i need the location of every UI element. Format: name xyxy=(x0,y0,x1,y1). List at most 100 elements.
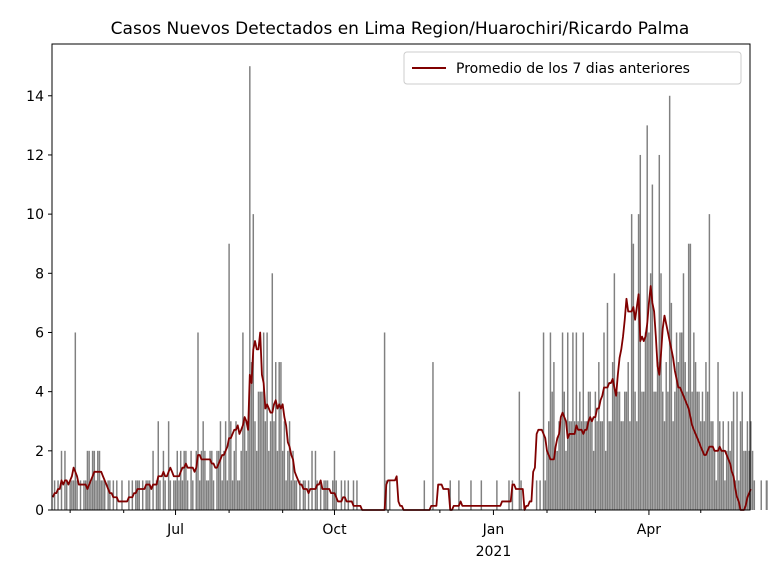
bar xyxy=(83,480,85,510)
bar xyxy=(573,421,576,510)
bar xyxy=(594,391,597,510)
x-tick-year-label: 2021 xyxy=(476,544,512,560)
bar xyxy=(135,480,137,510)
bar xyxy=(290,480,293,510)
bar xyxy=(580,421,583,510)
bar xyxy=(273,421,275,510)
bar xyxy=(750,421,752,510)
bar xyxy=(760,480,762,510)
bar xyxy=(216,450,218,510)
bar xyxy=(611,362,614,510)
bar xyxy=(625,391,628,510)
bar xyxy=(311,450,313,510)
bar xyxy=(658,154,661,510)
y-axis: 0 2 4 6 8 10 12 14 xyxy=(26,89,52,519)
bar xyxy=(719,421,721,510)
bar xyxy=(432,362,434,510)
bar xyxy=(71,480,73,510)
bar xyxy=(383,332,386,510)
bar xyxy=(712,421,714,510)
bar xyxy=(238,480,241,510)
bar xyxy=(268,450,270,510)
bar xyxy=(644,332,647,510)
bar xyxy=(304,480,306,510)
bar xyxy=(186,480,189,510)
bar xyxy=(722,421,724,510)
bar xyxy=(247,421,249,510)
bar xyxy=(281,450,284,510)
bar xyxy=(634,391,636,510)
bar xyxy=(141,480,144,510)
bar xyxy=(587,391,590,510)
bar xyxy=(715,480,718,510)
bar xyxy=(679,332,681,510)
bar xyxy=(295,480,298,510)
bar xyxy=(316,480,318,510)
bar xyxy=(551,391,553,510)
bar xyxy=(230,421,232,510)
bar xyxy=(223,450,225,510)
bar xyxy=(511,480,514,510)
bar xyxy=(708,214,711,510)
bar xyxy=(629,421,631,510)
bar xyxy=(72,480,75,510)
bar xyxy=(542,332,545,510)
bar xyxy=(209,450,211,510)
bar xyxy=(164,480,166,510)
legend: Promedio de los 7 dias anteriores xyxy=(403,51,742,85)
bar xyxy=(717,362,719,510)
bar xyxy=(724,480,726,510)
bar xyxy=(743,450,745,510)
bar xyxy=(389,480,391,510)
x-tick-label: Jan xyxy=(482,522,505,538)
bar xyxy=(568,421,571,510)
bar xyxy=(624,391,626,510)
bar xyxy=(546,450,548,510)
bar xyxy=(299,480,301,510)
bar xyxy=(544,480,546,510)
bar xyxy=(278,362,280,510)
legend-label: Promedio de los 7 dias anteriores xyxy=(456,61,690,77)
bar xyxy=(566,332,569,510)
bar xyxy=(235,421,237,510)
moving-average-line-group xyxy=(52,285,752,511)
bar xyxy=(632,243,635,510)
bar xyxy=(69,480,71,510)
bar xyxy=(670,302,673,510)
bar xyxy=(591,421,593,510)
bar xyxy=(264,421,267,510)
bar xyxy=(185,450,187,510)
bar xyxy=(217,450,220,510)
bar xyxy=(200,450,203,510)
bar xyxy=(636,421,638,510)
bar xyxy=(240,450,242,510)
bar xyxy=(76,480,78,510)
bar xyxy=(608,421,610,510)
bar xyxy=(667,391,669,510)
x-axis: Jul Oct Jan 2021 Apr xyxy=(69,510,702,560)
bar xyxy=(102,480,104,510)
bar xyxy=(739,421,742,510)
bar xyxy=(727,421,730,510)
bar xyxy=(729,450,731,510)
bar xyxy=(155,480,158,510)
bar xyxy=(249,66,251,510)
bar xyxy=(741,391,743,510)
bar xyxy=(599,421,602,510)
bar xyxy=(620,421,623,510)
bar xyxy=(162,450,165,510)
bar xyxy=(245,450,248,510)
bar xyxy=(561,332,564,510)
bar xyxy=(91,450,94,510)
bar xyxy=(603,332,605,510)
bar xyxy=(630,214,633,510)
bar xyxy=(674,391,676,510)
plot-area xyxy=(52,66,768,511)
bar xyxy=(202,421,204,510)
bar xyxy=(696,391,699,510)
bar xyxy=(128,480,130,510)
bar xyxy=(333,450,336,510)
bar xyxy=(319,480,322,510)
bar xyxy=(86,450,89,510)
daily-cases-bars xyxy=(53,66,768,511)
